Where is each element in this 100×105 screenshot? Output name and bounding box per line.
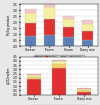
Bar <box>82 31 93 40</box>
Bar <box>27 79 41 94</box>
Bar <box>44 7 55 19</box>
Bar <box>25 13 36 23</box>
Bar <box>44 2 55 7</box>
Bar <box>25 36 36 46</box>
Bar <box>25 23 36 36</box>
Bar <box>77 92 91 94</box>
Bar <box>82 24 93 31</box>
Y-axis label: gCO2eq/km: gCO2eq/km <box>7 67 11 84</box>
Bar <box>52 68 66 94</box>
Bar <box>63 37 74 46</box>
Y-axis label: MJ/kg product: MJ/kg product <box>7 15 11 35</box>
Bar <box>44 19 55 35</box>
Bar <box>52 64 66 68</box>
Bar <box>52 61 66 64</box>
Bar <box>77 90 91 92</box>
Bar <box>63 19 74 27</box>
Bar <box>44 35 55 46</box>
Bar <box>82 20 93 24</box>
Bar <box>63 16 74 19</box>
Bar <box>27 75 41 77</box>
Legend: Avg. weighted: Avg. weighted <box>49 60 69 63</box>
Bar <box>63 27 74 37</box>
Bar <box>27 74 41 75</box>
Bar <box>77 89 91 90</box>
Bar <box>82 40 93 46</box>
Bar <box>25 9 36 13</box>
Bar <box>52 60 66 61</box>
Bar <box>77 88 91 89</box>
Bar <box>27 77 41 79</box>
